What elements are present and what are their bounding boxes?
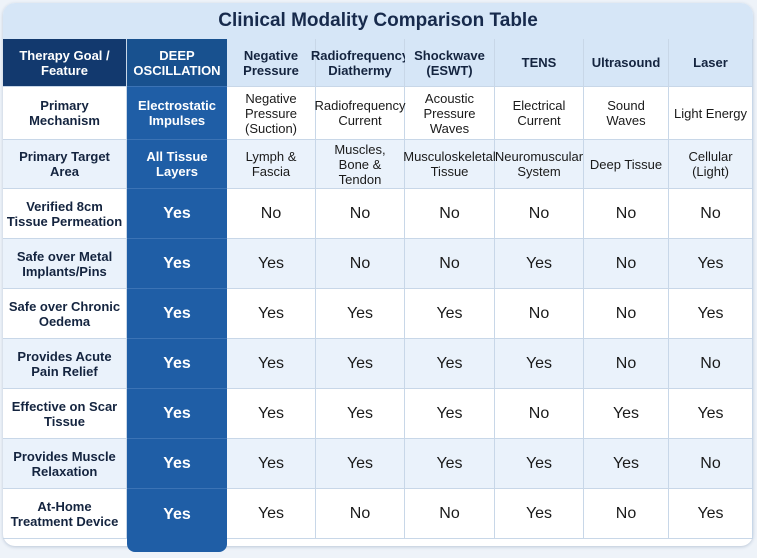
- table-cell: Yes: [227, 389, 316, 439]
- table-cell: Yes: [495, 239, 584, 289]
- table-cell: Yes: [669, 389, 753, 439]
- table-cell: No: [584, 489, 669, 539]
- table-cell: No: [584, 239, 669, 289]
- table-cell: Yes: [405, 439, 495, 489]
- column-header: Laser: [669, 39, 753, 87]
- table-cell: No: [405, 189, 495, 239]
- column-header: DEEP OSCILLATION: [127, 39, 227, 87]
- table-title: Clinical Modality Comparison Table: [3, 3, 753, 39]
- highlight-cell: Yes: [127, 289, 227, 339]
- row-feature-label: Primary Target Area: [3, 140, 127, 189]
- column-header: Negative Pressure: [227, 39, 316, 87]
- highlight-cell: Electrostatic Impulses: [127, 87, 227, 140]
- table-cell: No: [495, 189, 584, 239]
- table-cell: Yes: [495, 439, 584, 489]
- table-cell: Negative Pressure (Suction): [227, 87, 316, 140]
- table-cell: Yes: [669, 289, 753, 339]
- table-cell: Yes: [405, 289, 495, 339]
- highlight-cell: Yes: [127, 439, 227, 489]
- table-cell: No: [584, 339, 669, 389]
- table-cell: Electrical Current: [495, 87, 584, 140]
- corner-header: Therapy Goal / Feature: [3, 39, 127, 87]
- row-feature-label: Safe over Chronic Oedema: [3, 289, 127, 339]
- table-cell: No: [584, 289, 669, 339]
- highlight-cell: All Tissue Layers: [127, 140, 227, 189]
- table-cell: No: [495, 289, 584, 339]
- table-cell: No: [227, 189, 316, 239]
- table-cell: Light Energy: [669, 87, 753, 140]
- table-cell: Deep Tissue: [584, 140, 669, 189]
- column-header: Ultrasound: [584, 39, 669, 87]
- highlight-column-tail: [127, 538, 227, 552]
- table-cell: No: [316, 239, 405, 289]
- highlight-cell: Yes: [127, 339, 227, 389]
- table-cell: Yes: [316, 339, 405, 389]
- table-cell: Yes: [316, 289, 405, 339]
- table-cell: No: [405, 489, 495, 539]
- row-feature-label: Provides Muscle Relaxation: [3, 439, 127, 489]
- table-cell: Yes: [495, 489, 584, 539]
- table-cell: Yes: [227, 339, 316, 389]
- row-feature-label: Verified 8cm Tissue Permeation: [3, 189, 127, 239]
- row-feature-label: At-Home Treatment Device: [3, 489, 127, 539]
- table-cell: No: [584, 189, 669, 239]
- table-cell: Yes: [669, 239, 753, 289]
- table-cell: Cellular (Light): [669, 140, 753, 189]
- row-feature-label: Safe over Metal Implants/Pins: [3, 239, 127, 289]
- highlight-cell: Yes: [127, 189, 227, 239]
- column-header: Shockwave (ESWT): [405, 39, 495, 87]
- table-cell: Yes: [227, 489, 316, 539]
- table-cell: Musculoskeletal Tissue: [403, 140, 496, 189]
- table-cell: No: [669, 189, 753, 239]
- table-cell: No: [669, 439, 753, 489]
- table-cell: Muscles, Bone & Tendon: [316, 140, 405, 189]
- table-cell: Yes: [316, 389, 405, 439]
- table-cell: No: [405, 239, 495, 289]
- column-header: TENS: [495, 39, 584, 87]
- table-cell: No: [316, 489, 405, 539]
- table-cell: Neuromuscular System: [495, 140, 584, 189]
- table-cell: Yes: [227, 289, 316, 339]
- table-cell: Yes: [316, 439, 405, 489]
- comparison-table: Therapy Goal / Feature DEEP OSCILLATION …: [3, 39, 753, 539]
- highlight-cell: Yes: [127, 489, 227, 539]
- table-cell: Sound Waves: [584, 87, 669, 140]
- table-cell: No: [495, 389, 584, 439]
- table-cell: No: [316, 189, 405, 239]
- table-cell: Yes: [405, 389, 495, 439]
- row-feature-label: Provides Acute Pain Relief: [3, 339, 127, 389]
- row-feature-label: Primary Mechanism: [3, 87, 127, 140]
- table-cell: No: [669, 339, 753, 389]
- table-cell: Yes: [669, 489, 753, 539]
- table-cell: Yes: [227, 439, 316, 489]
- table-cell: Radiofrequency Current: [314, 87, 406, 140]
- table-cell: Yes: [495, 339, 584, 389]
- column-header: Radiofrequency Diathermy: [311, 39, 409, 87]
- highlight-cell: Yes: [127, 389, 227, 439]
- table-cell: Yes: [227, 239, 316, 289]
- table-cell: Acoustic Pressure Waves: [405, 87, 495, 140]
- table-cell: Yes: [405, 339, 495, 389]
- highlight-cell: Yes: [127, 239, 227, 289]
- table-cell: Lymph & Fascia: [227, 140, 316, 189]
- row-feature-label: Effective on Scar Tissue: [3, 389, 127, 439]
- table-cell: Yes: [584, 389, 669, 439]
- table-cell: Yes: [584, 439, 669, 489]
